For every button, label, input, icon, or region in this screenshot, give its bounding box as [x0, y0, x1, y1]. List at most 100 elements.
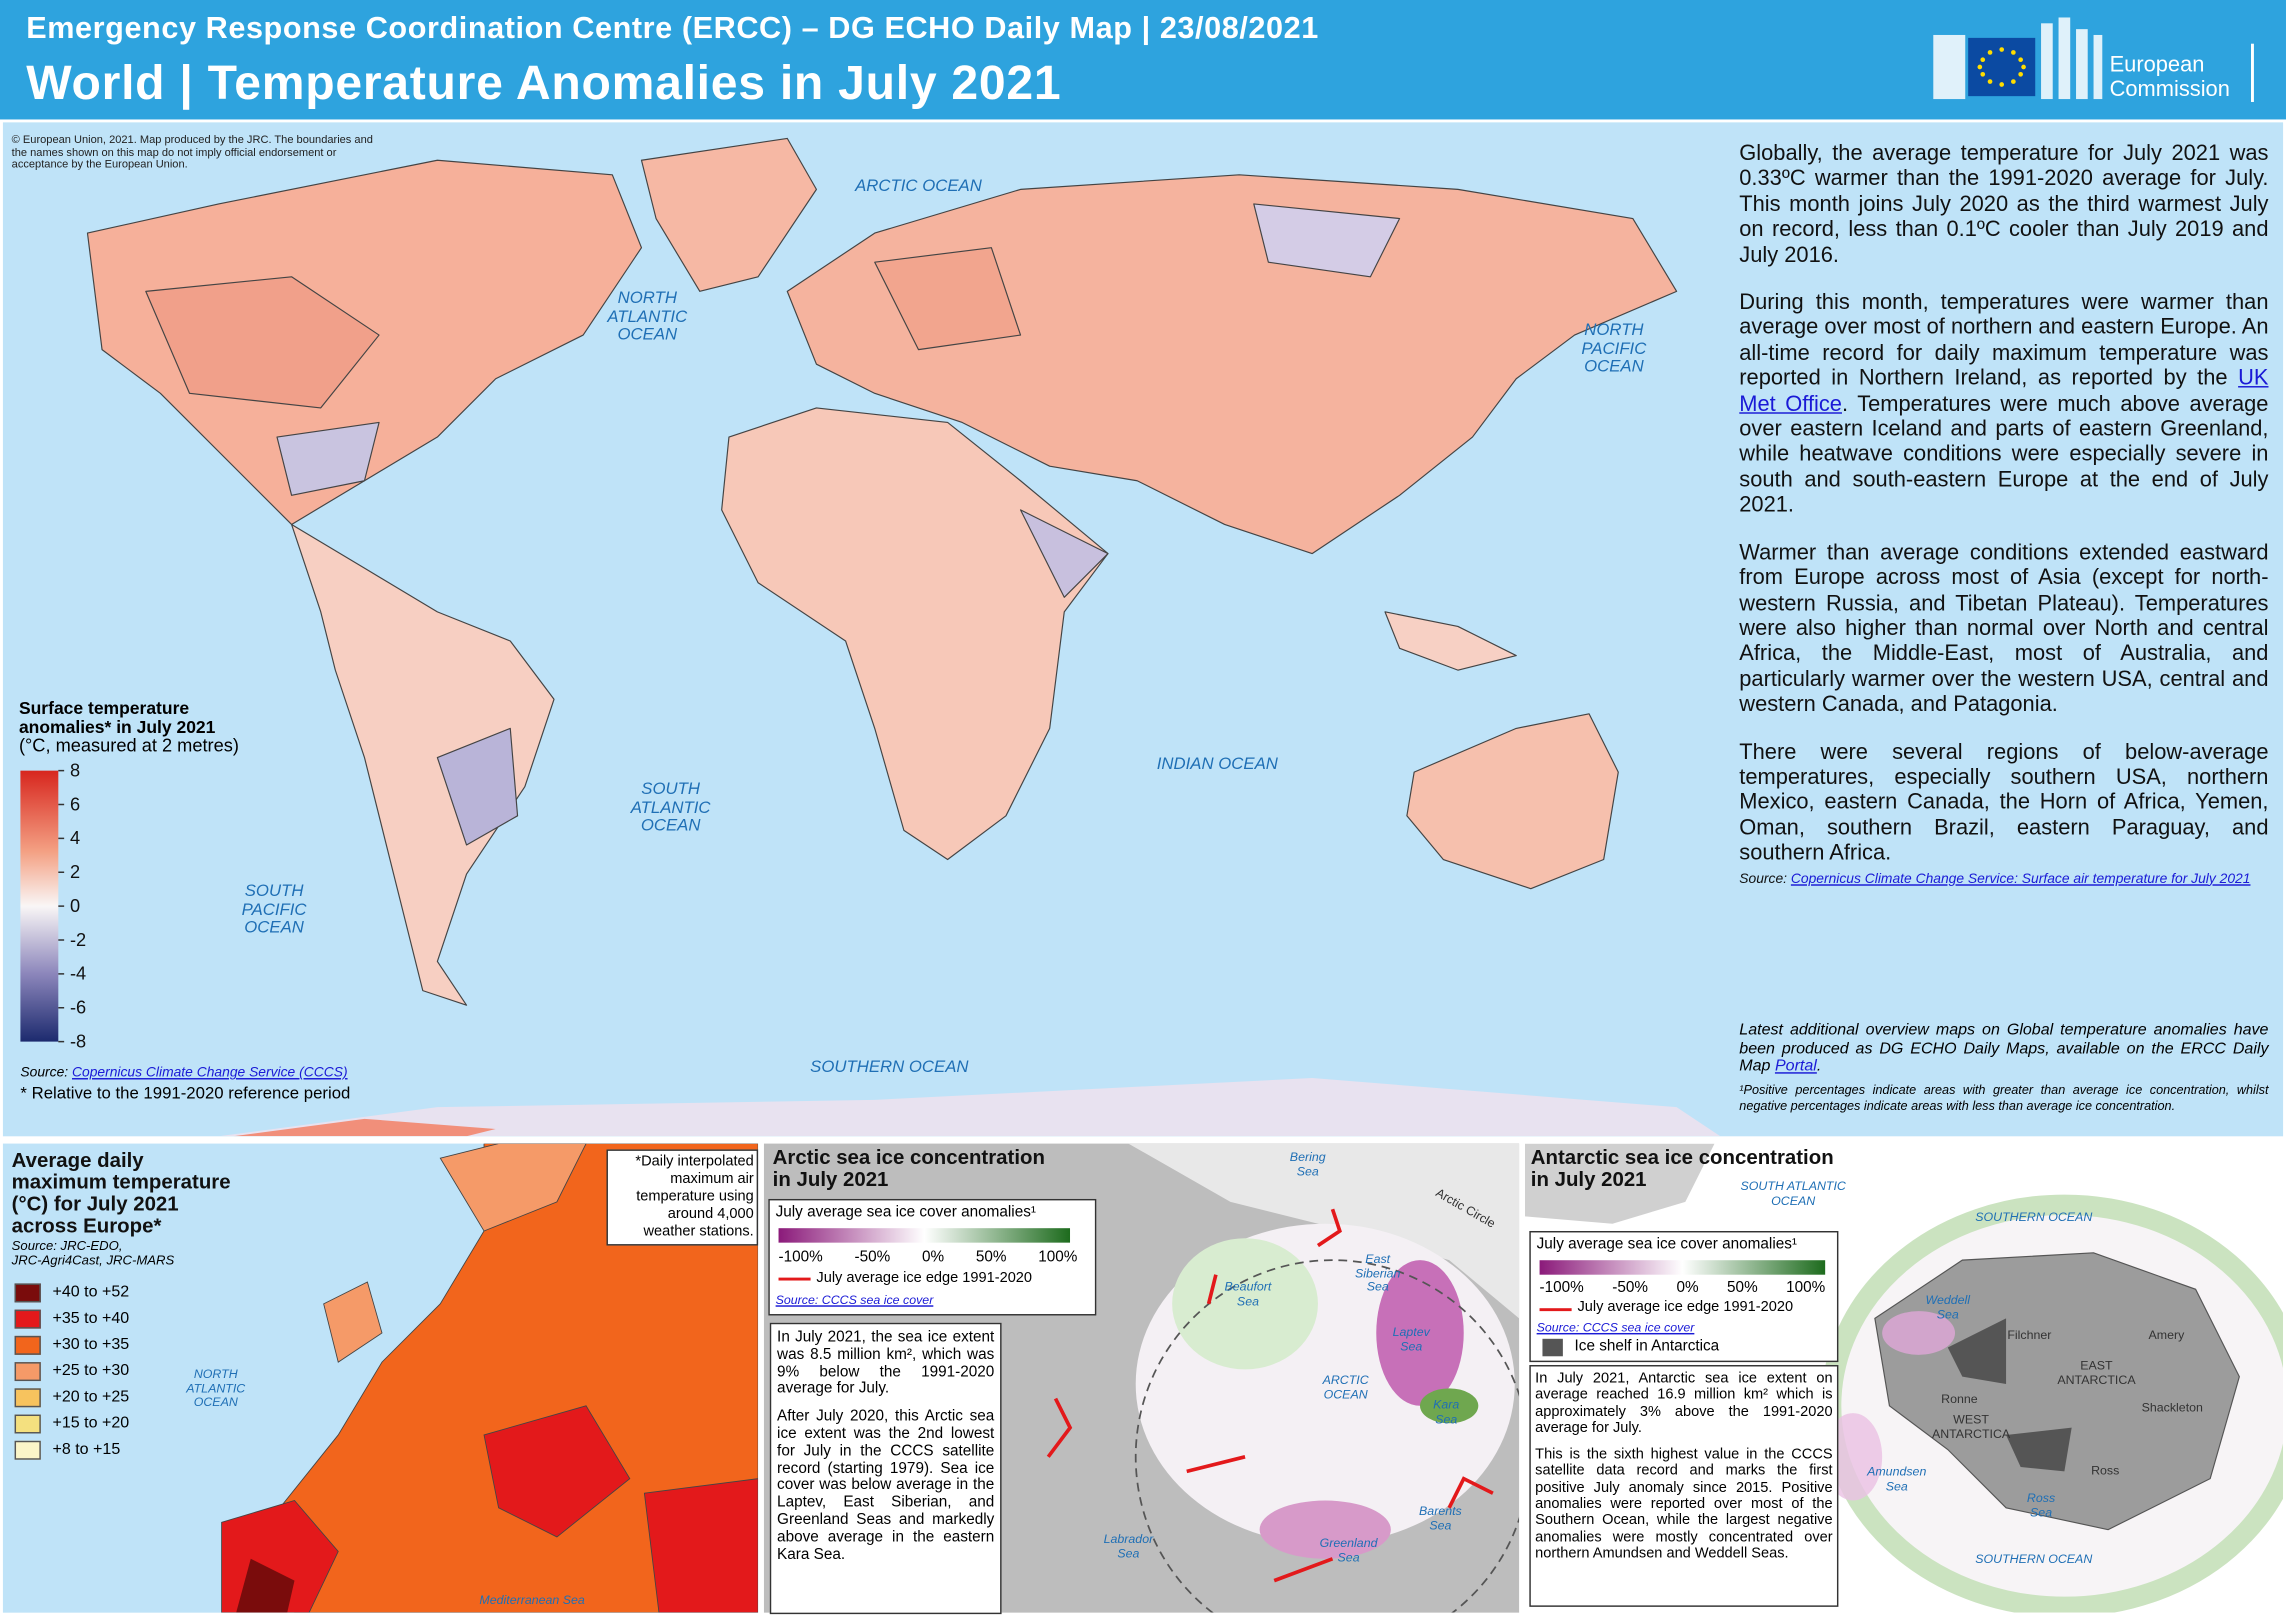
colorbar-tick-label: 6	[70, 794, 80, 814]
antarctic-map	[1524, 1143, 2284, 1613]
text: During this month, temperatures were war…	[1739, 289, 2269, 391]
colorbar-tick-label: 2	[70, 862, 80, 882]
paragraph: There were several regions of below-aver…	[1739, 739, 2269, 866]
logo	[1933, 17, 2254, 102]
shelf-label: Ice shelf in Antarctica	[1574, 1337, 1720, 1355]
edge-label: July average ice edge 1991-2020	[816, 1270, 1033, 1287]
colorbar-tick-label: -6	[70, 998, 86, 1018]
legend-subtitle: (°C, measured at 2 metres)	[18, 735, 239, 757]
place-label: Shackleton	[2141, 1399, 2203, 1415]
copyright: © European Union, 2021. Map produced by …	[11, 132, 373, 171]
ocean-label: NORTH PACIFIC OCEAN	[1581, 321, 1647, 376]
colorbar-tick-label: -2	[70, 930, 86, 950]
colorbar-tick-label: 8	[70, 762, 80, 781]
class-label: +8 to +15	[52, 1440, 121, 1459]
place-label: Greenland Sea	[1319, 1535, 1378, 1564]
class-label: +30 to +35	[52, 1335, 130, 1354]
panel-title: Average daily maximum temperature (°C) f…	[11, 1147, 231, 1237]
place-label: Ross	[2091, 1462, 2120, 1478]
place-label: Labrador Sea	[1103, 1531, 1154, 1560]
panel-source: Source: JRC-EDO, JRC-Agri4Cast, JRC-MARS	[11, 1238, 175, 1268]
header	[0, 0, 2286, 120]
ice-ramp	[778, 1228, 1071, 1243]
legend-title: July average sea ice cover anomalies¹	[1536, 1235, 1797, 1253]
link[interactable]: UK Met Office	[1739, 366, 2269, 417]
world-map	[2, 122, 2284, 1137]
class-row: +8 to +15	[14, 1436, 130, 1462]
class-label: +40 to +52	[52, 1283, 130, 1301]
europe-map	[221, 1143, 759, 1613]
legend-source[interactable]: Source: CCCS sea ice cover	[775, 1292, 934, 1307]
paragraph: Globally, the average temperature for Ju…	[1739, 141, 2269, 268]
ice-ramp	[1539, 1260, 1826, 1275]
place-label: NORTH ATLANTIC OCEAN	[186, 1366, 246, 1409]
class-label: +25 to +30	[52, 1362, 130, 1380]
class-legend: +40 to +52 +35 to +40 +30 to +35 +25 to +30…	[14, 1279, 130, 1463]
place-label: Laptev Sea	[1392, 1324, 1430, 1353]
header-title: World | Temperature Anomalies in July 20…	[26, 55, 1062, 110]
place-label: Ronne	[1941, 1391, 1978, 1406]
source-link[interactable]: Copernicus Climate Change Service: Surfa…	[1790, 870, 2251, 887]
ocean-label: ARCTIC OCEAN	[855, 177, 982, 196]
class-row: +20 to +25	[14, 1384, 130, 1410]
legend-title: Surface temperature anomalies* in July 2…	[18, 697, 216, 737]
place-label: Filchner	[2007, 1327, 2052, 1342]
class-swatch	[14, 1335, 41, 1355]
legend-box: July average sea ice cover anomalies¹ -1…	[1529, 1230, 1839, 1363]
paragraph: During this month, temperatures were war…	[1739, 290, 2268, 518]
scale-label: -50%	[854, 1248, 891, 1266]
text-box: In July 2021, the sea ice extent was 8.5…	[769, 1322, 1002, 1615]
place-label: WEST ANTARCTICA	[1931, 1411, 2011, 1441]
ocean-label: INDIAN OCEAN	[1156, 756, 1278, 774]
link[interactable]: Portal	[1774, 1057, 1817, 1076]
colorbar-tick-label: 0	[70, 896, 80, 916]
scale-label: -100%	[1539, 1279, 1584, 1297]
place-label: Weddell Sea	[1925, 1292, 1971, 1321]
text-box: In July 2021, Antarctic sea ice extent o…	[1529, 1365, 1839, 1607]
paragraph: In July 2021, Antarctic sea ice extent o…	[1535, 1370, 1833, 1437]
place-label: East Siberian Sea	[1354, 1251, 1401, 1294]
text: Latest additional overview maps on Globa…	[1739, 1021, 2269, 1076]
class-swatch	[14, 1440, 41, 1459]
class-row: +15 to +20	[14, 1410, 130, 1436]
class-swatch	[14, 1387, 41, 1407]
place-label: SOUTHERN OCEAN	[1975, 1551, 2093, 1567]
source: Source: Copernicus Climate Change Servic…	[1739, 870, 2268, 887]
legend-source[interactable]: Source: CCCS sea ice cover	[1536, 1319, 1695, 1335]
text: .	[1816, 1057, 1822, 1076]
edge-swatch	[778, 1277, 811, 1281]
portal-note: Latest additional overview maps on Globa…	[1739, 1021, 2268, 1076]
europe-panel	[2, 1143, 759, 1613]
scale-labels: -100% -50% 0% 50% 100%	[778, 1248, 1078, 1267]
ocean-label: SOUTHERN OCEAN	[810, 1059, 969, 1077]
legend-box: July average sea ice cover anomalies¹ -1…	[768, 1198, 1097, 1316]
note-box: *Daily interpolated maximum air temperat…	[606, 1149, 759, 1246]
legend-title: July average sea ice cover anomalies¹	[775, 1203, 1036, 1221]
legend-source: Source: Copernicus Climate Change Servic…	[20, 1065, 347, 1081]
class-row: +35 to +40	[14, 1305, 130, 1331]
class-swatch	[14, 1308, 41, 1328]
paragraph: In July 2021, the sea ice extent was 8.5…	[777, 1328, 995, 1398]
ocean-label: SOUTH ATLANTIC OCEAN	[630, 780, 711, 835]
place-label: Barents Sea	[1419, 1503, 1462, 1532]
class-label: +35 to +40	[52, 1309, 130, 1328]
text-panel: Globally, the average temperature for Ju…	[1739, 141, 2268, 887]
text: . Temperatures were much above average o…	[1739, 391, 2269, 518]
source-prefix: Source:	[20, 1064, 69, 1081]
scale-label: -100%	[778, 1248, 823, 1266]
scale-label: 100%	[1786, 1279, 1826, 1297]
paragraph: After July 2020, this Arctic sea ice ext…	[777, 1407, 995, 1563]
land-shapes	[86, 137, 1721, 1137]
legend-footnote: * Relative to the 1991-2020 reference pe…	[20, 1085, 351, 1103]
place-label: ARCTIC OCEAN	[1322, 1372, 1369, 1401]
scale-label: 0%	[921, 1248, 945, 1266]
ocean-label: SOUTH PACIFIC OCEAN	[241, 882, 307, 937]
place-label: Amery	[2148, 1327, 2185, 1342]
edge-swatch	[1539, 1308, 1572, 1312]
panel-title: Antarctic sea ice concentration in July …	[1530, 1145, 1834, 1191]
footnote: ¹Positive percentages indicate areas wit…	[1739, 1082, 2269, 1113]
source-link[interactable]: Copernicus Climate Change Service (CCCS)	[72, 1064, 348, 1081]
scale-label: 100%	[1038, 1248, 1078, 1266]
place-label: Ross Sea	[2026, 1490, 2056, 1519]
